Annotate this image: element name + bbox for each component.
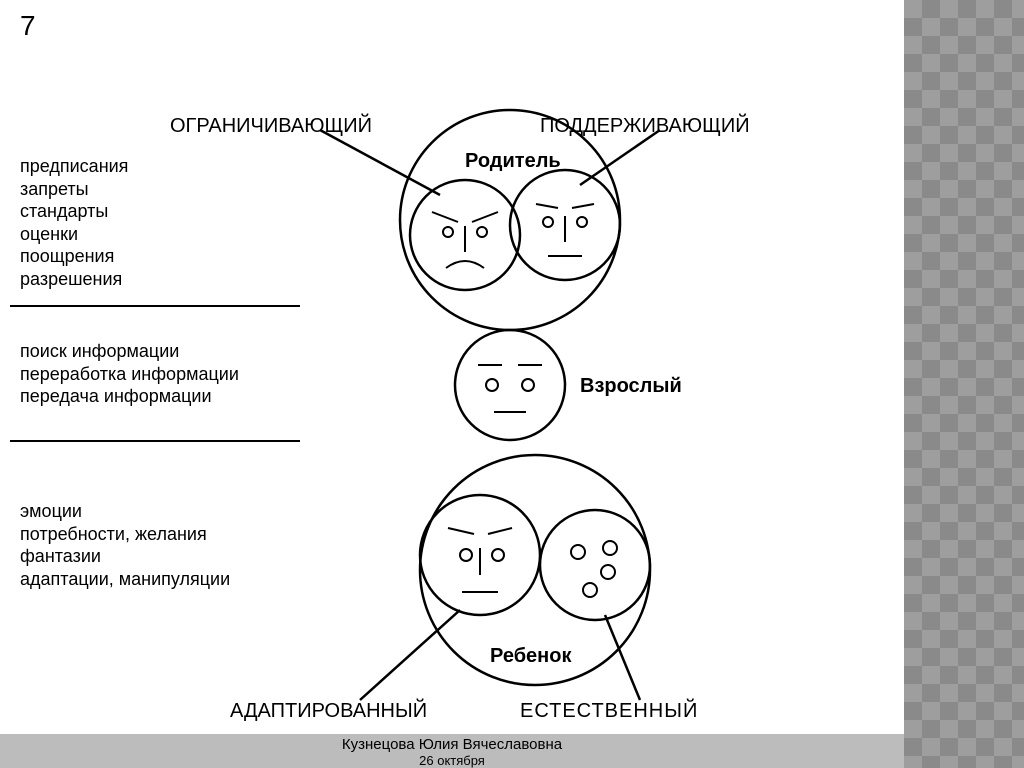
footer: Кузнецова Юлия Вячеславовна 26 октября: [0, 734, 904, 768]
adult-face: [455, 330, 565, 440]
slide: 7 ОГРАНИЧИВАЮЩИЙ ПОДДЕРЖИВАЮЩИЙ предписа…: [0, 0, 1024, 768]
parent-supporting-face: [510, 170, 620, 280]
footer-author: Кузнецова Юлия Вячеславовна: [0, 736, 904, 753]
child-natural-face: [540, 510, 650, 620]
side-pattern: [904, 0, 1024, 768]
connector-adapted: [360, 610, 460, 700]
footer-date: 26 октября: [0, 753, 904, 768]
connector-limiting: [320, 130, 440, 195]
parent-limiting-face: [410, 180, 520, 290]
ego-states-diagram: [0, 0, 904, 736]
child-adapted-face: [420, 495, 540, 615]
